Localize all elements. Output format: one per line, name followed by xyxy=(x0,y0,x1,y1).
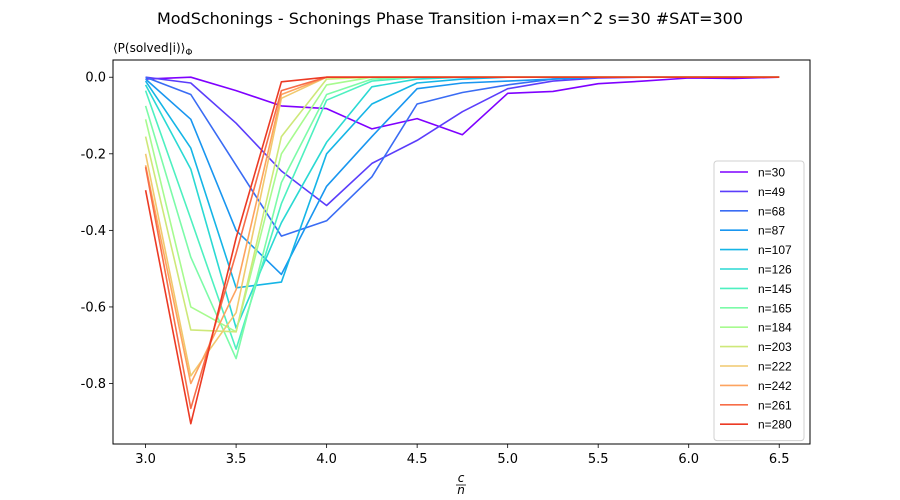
x-tick-label: 5.0 xyxy=(497,452,518,467)
x-tick-label: 3.5 xyxy=(226,452,247,467)
legend-label: n=30 xyxy=(758,166,785,180)
x-axis-label-numerator: c xyxy=(458,471,465,485)
series-line-n-30 xyxy=(145,76,780,136)
legend-label: n=126 xyxy=(758,263,792,277)
legend-label: n=184 xyxy=(758,321,792,335)
y-axis-label-subscript: Φ xyxy=(185,48,192,58)
x-tick-label: 5.5 xyxy=(588,452,609,467)
series-line-n-107 xyxy=(144,76,780,289)
series-line-n-242 xyxy=(144,76,780,385)
series-line-n-49 xyxy=(145,76,780,207)
legend-label: n=165 xyxy=(758,301,792,315)
x-tick-label: 6.5 xyxy=(769,452,790,467)
y-tick-label: -0.6 xyxy=(81,300,106,315)
legend-label: n=222 xyxy=(758,360,792,374)
series-line-n-87 xyxy=(145,76,780,276)
series-line-n-68 xyxy=(145,76,780,237)
legend-label: n=87 xyxy=(758,224,785,238)
x-axis-label-denominator: n xyxy=(457,483,465,497)
x-axis-ticks: 3.0 3.5 4.0 4.5 5.0 5.5 6.0 6.5 xyxy=(135,444,790,467)
x-axis-label: c n xyxy=(456,471,466,497)
legend-label: n=280 xyxy=(758,418,792,432)
legend-label: n=203 xyxy=(758,340,792,354)
series-lines xyxy=(144,76,780,425)
y-tick-label: -0.2 xyxy=(81,147,106,162)
x-tick-label: 4.0 xyxy=(316,452,337,467)
legend-label: n=49 xyxy=(758,185,785,199)
legend-label: n=107 xyxy=(758,243,792,257)
legend-label: n=261 xyxy=(758,398,792,412)
x-tick-label: 4.5 xyxy=(407,452,428,467)
y-tick-label: -0.8 xyxy=(81,377,106,392)
y-axis-label-main: ⟨P(solved|i)⟩ xyxy=(113,41,185,55)
y-axis-ticks: 0.0 -0.2 -0.4 -0.6 -0.8 xyxy=(81,71,113,392)
y-tick-label: 0.0 xyxy=(85,71,106,86)
x-tick-label: 3.0 xyxy=(135,452,156,467)
x-tick-label: 6.0 xyxy=(678,452,699,467)
legend-label: n=68 xyxy=(758,204,785,218)
series-line-n-280 xyxy=(144,76,780,425)
y-tick-label: -0.4 xyxy=(81,224,106,239)
plot-frame xyxy=(112,59,811,445)
chart-title: ModSchonings - Schonings Phase Transitio… xyxy=(157,9,743,28)
legend-label: n=242 xyxy=(758,379,792,393)
series-line-n-145 xyxy=(144,76,780,350)
series-line-n-222 xyxy=(144,76,780,377)
y-axis-label: ⟨P(solved|i)⟩Φ xyxy=(113,41,192,58)
legend: n=30 n=49 n=68 n=87 n=107 n=126 n=145 n=165 n=18… xyxy=(713,160,805,442)
legend-label: n=145 xyxy=(758,282,792,296)
